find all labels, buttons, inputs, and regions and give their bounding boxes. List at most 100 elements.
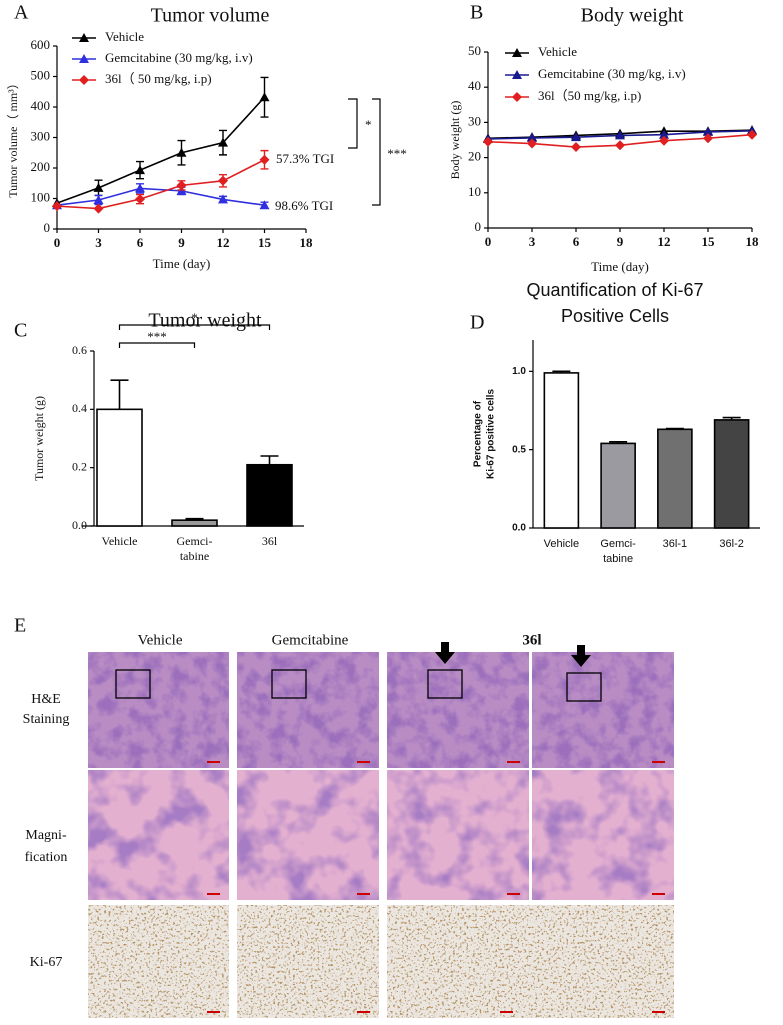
y-tick-label: 600 [31, 37, 51, 52]
image-texture [237, 905, 379, 1018]
marker [135, 183, 145, 193]
x-tick-label: Gemci-tabine [600, 538, 636, 565]
y-axis-label: Tumor volume（ mm³） [6, 77, 20, 198]
row-label: Staining [23, 712, 70, 727]
x-axis-label: Time (day) [153, 256, 211, 271]
legend-marker [79, 75, 89, 85]
image-texture [88, 905, 229, 1018]
x-tick-label: 6 [137, 235, 144, 250]
bar [657, 428, 693, 529]
significance-label: * [191, 310, 198, 325]
row-label: H&E [31, 692, 61, 707]
marker [571, 142, 581, 153]
x-tick-label: Vehicle [544, 538, 579, 550]
error-bar [110, 379, 129, 410]
image-grid [88, 642, 674, 1018]
legend-label: 36l（50 mg/kg, i.p) [538, 88, 641, 103]
x-tick-label: 18 [746, 234, 760, 249]
marker [218, 194, 228, 204]
y-tick-label: 0.2 [72, 459, 87, 473]
x-tick-label-line: Gemci- [600, 538, 636, 550]
y-tick-label: 0.5 [512, 444, 526, 455]
y-tick-label: 30 [468, 113, 481, 128]
y-tick-label: 200 [31, 159, 51, 174]
x-tick-label: 3 [529, 234, 536, 249]
chart-title: Tumor weight [148, 310, 262, 332]
image-texture [88, 770, 229, 900]
x-tick-label: 6 [573, 234, 580, 249]
image-texture [387, 770, 529, 900]
marker [135, 165, 145, 175]
marker [747, 129, 757, 140]
x-tick-label: 9 [617, 234, 624, 249]
arrow [435, 642, 455, 664]
bar [171, 519, 218, 527]
column-label: 36l [522, 632, 541, 648]
marker [218, 137, 228, 147]
row-label: Magni- [25, 828, 67, 843]
legend-marker [512, 48, 522, 57]
y-tick-label: 10 [468, 184, 481, 199]
row-label: fication [25, 850, 68, 865]
y-tick-label: 40 [468, 78, 481, 93]
image-texture [88, 652, 229, 768]
x-tick-label: 12 [217, 235, 230, 250]
significance-bracket [348, 98, 358, 149]
x-tick-label: 0 [54, 235, 61, 250]
marker [483, 136, 493, 147]
image-texture [237, 770, 379, 900]
y-tick-label: 50 [468, 43, 481, 58]
x-tick-label: Gemci-tabine [177, 534, 213, 563]
y-axis-label: Tumor weight (g) [32, 396, 46, 481]
legend-marker [79, 54, 89, 63]
x-tick-label: 18 [300, 235, 314, 250]
y-tick-label: 0.4 [72, 401, 87, 415]
image-texture [532, 652, 674, 768]
chart-title: Quantification of Ki-67 Positive Cells [526, 280, 703, 326]
annotation: 57.3% TGI [276, 151, 334, 166]
x-tick-label: 9 [178, 235, 185, 250]
row-label: Ki-67 [30, 955, 63, 970]
error-bar [260, 455, 279, 465]
legend-label: Vehicle [538, 44, 577, 59]
y-axis-label: Percentage of [473, 400, 484, 467]
legend-marker [79, 33, 89, 42]
panel-label: A [14, 2, 29, 24]
significance-bracket [118, 342, 196, 348]
chart-title: Tumor volume [151, 5, 270, 27]
legend-label: Vehicle [105, 29, 144, 44]
marker [176, 147, 187, 157]
marker [93, 203, 104, 214]
marker [135, 194, 145, 205]
arrow [571, 645, 591, 667]
marker [259, 200, 270, 210]
marker [659, 129, 669, 139]
significance-bracket [118, 324, 271, 330]
significance-label: *** [387, 146, 407, 161]
image-texture [532, 770, 674, 900]
zoom-box [115, 669, 151, 699]
marker [176, 180, 187, 191]
x-tick-label-line: Gemci- [177, 534, 213, 548]
panel-label: C [14, 320, 27, 342]
legend-label: 36l（ 50 mg/kg, i.p) [105, 71, 212, 86]
marker [93, 182, 104, 192]
x-tick-label: 36l-1 [663, 538, 687, 550]
y-tick-label: 500 [31, 67, 51, 82]
x-axis-label: Time (day) [591, 259, 649, 274]
panel-label: D [470, 312, 484, 334]
legend-marker [512, 92, 522, 102]
series-line [56, 159, 265, 210]
zoom-box [566, 672, 602, 702]
annotation: 98.6% TGI [275, 198, 333, 213]
marker [52, 201, 62, 212]
bar [246, 463, 293, 527]
marker [93, 195, 104, 205]
y-tick-label: 20 [468, 149, 481, 164]
legend-label: Gemcitabine (30 mg/kg, i.v) [105, 50, 253, 65]
x-tick-label: 36l [262, 534, 278, 548]
series-line [56, 187, 265, 207]
panel-label: E [14, 615, 26, 637]
marker [703, 126, 713, 136]
